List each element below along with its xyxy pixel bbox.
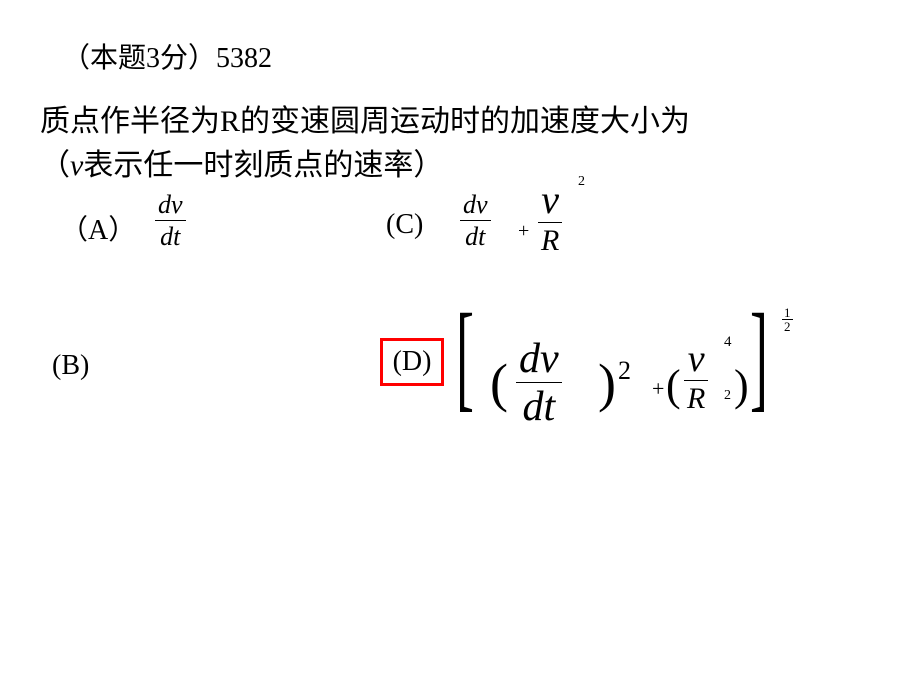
option-c-label: (C) <box>386 209 423 241</box>
numerator-dv: dv <box>155 192 186 221</box>
question-line2-pre: （ <box>40 149 70 182</box>
option-c-frac2: v R <box>538 180 562 256</box>
exponent-R2: 2 <box>724 388 731 404</box>
numerator-dv: dv <box>516 338 562 383</box>
document-page: （本题3分）5382 质点作半径为R的变速圆周运动时的加速度大小为 （v表示任一… <box>0 0 920 690</box>
variable-v: v <box>70 149 83 182</box>
superscript-2: 2 <box>578 174 585 190</box>
numerator-v: v <box>684 340 708 381</box>
left-paren-1: ( <box>490 352 508 414</box>
frac-dv-dt-large: dv dt <box>516 338 562 428</box>
question-line2-post: 表示任一时刻质点的速率） <box>83 149 443 182</box>
frac-v-R: v R <box>684 340 708 414</box>
exponent-2: 2 <box>618 356 631 386</box>
left-bracket: [ <box>456 296 474 416</box>
question-line1: 质点作半径为R的变速圆周运动时的加速度大小为 <box>40 105 690 138</box>
right-paren-2: ) <box>734 360 749 411</box>
denominator-dt: dt <box>516 383 562 428</box>
denominator-R: R <box>538 223 562 256</box>
option-d-highlight-box: (D) <box>380 338 444 386</box>
right-bracket: ] <box>750 296 768 416</box>
option-c-frac1: dv dt <box>460 192 491 250</box>
exponent-4: 4 <box>724 334 732 351</box>
right-paren-1: ) <box>598 352 616 414</box>
plus-sign: + <box>652 376 664 402</box>
numerator-dv: dv <box>460 192 491 221</box>
left-paren-2: ( <box>666 360 681 411</box>
denominator-dt: dt <box>155 221 186 250</box>
option-d-label: (D) <box>393 346 432 378</box>
question-stem: 质点作半径为R的变速圆周运动时的加速度大小为 （v表示任一时刻质点的速率） <box>40 100 860 187</box>
exp-half-num: 1 <box>782 306 793 320</box>
numerator-v: v <box>538 180 562 223</box>
option-b-label: (B) <box>52 350 89 382</box>
option-a-expression: dv dt <box>155 192 186 250</box>
question-header: （本题3分）5382 <box>62 36 272 76</box>
exponent-half: 1 2 <box>782 306 793 333</box>
denominator-R: R <box>684 381 708 414</box>
option-a-label: （A） <box>60 208 136 248</box>
denominator-dt: dt <box>460 221 491 250</box>
plus-sign: + <box>518 220 529 243</box>
exp-half-den: 2 <box>782 320 793 333</box>
